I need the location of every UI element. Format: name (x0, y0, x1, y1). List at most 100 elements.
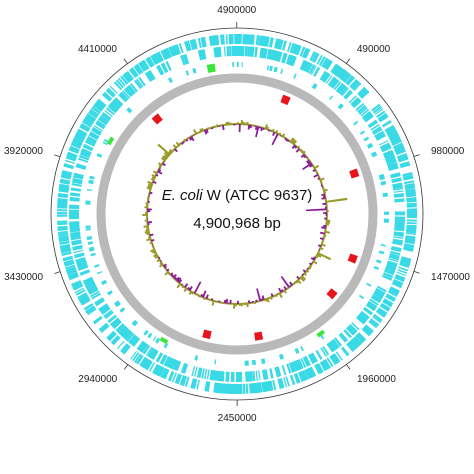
skew-bar (325, 198, 327, 201)
gene-stripe (107, 87, 116, 96)
gene-stripe (277, 378, 282, 389)
gene-stripe (389, 286, 400, 295)
gene-stripe (142, 59, 150, 70)
gene-stripe (252, 371, 256, 382)
skew-bar (147, 223, 150, 226)
gene-stripe (404, 240, 415, 245)
skew-bar (280, 289, 284, 292)
gene-stripe (380, 302, 391, 312)
skew-bar (253, 125, 256, 127)
skew-bar (283, 136, 286, 139)
gene-stripe (232, 62, 235, 68)
gene-stripe (358, 106, 368, 115)
gene-stripe (60, 245, 71, 251)
gene-stripe (311, 52, 320, 63)
gene-stripe (130, 350, 138, 360)
gene-stripe (114, 300, 120, 306)
gene-stripe (229, 46, 232, 57)
tick-label: 3430000 (4, 272, 43, 283)
gene-stripe (335, 351, 343, 361)
skew-bar (188, 137, 193, 141)
gene-stripe (323, 59, 332, 70)
gene-stripe (388, 288, 399, 296)
skew-bar (146, 186, 151, 190)
gene-stripe (120, 328, 131, 339)
gene-stripe (145, 57, 154, 68)
gene-stripe (286, 363, 292, 374)
skew-bar (285, 139, 289, 142)
gene-stripe (361, 326, 373, 337)
skew-bar (149, 189, 151, 192)
gene-stripe (268, 37, 274, 48)
gene-stripe (242, 383, 246, 394)
skew-bar (218, 125, 221, 127)
skew-bar (313, 164, 320, 169)
gene-stripe (57, 220, 68, 223)
skew-bar (159, 167, 161, 170)
gene-stripe (117, 77, 126, 87)
gene-stripe (244, 46, 248, 57)
gene-stripe (379, 115, 389, 123)
skew-bar (181, 283, 184, 286)
gene-stripe (394, 214, 406, 216)
gene-stripe (204, 381, 208, 392)
gray-ring (96, 73, 378, 355)
gene-stripe (162, 368, 170, 380)
genome-length: 4,900,968 bp (193, 215, 281, 232)
skew-bar (158, 164, 162, 168)
gene-stripe (68, 273, 79, 281)
gene-stripe (378, 250, 385, 255)
skew-bar (190, 136, 195, 142)
gene-stripe (155, 51, 164, 63)
skew-bar (147, 210, 151, 213)
skew-bar (307, 161, 311, 165)
skew-bar (295, 280, 299, 284)
gene-stripe (269, 65, 273, 72)
gene-stripe (89, 108, 100, 117)
skew-bar (244, 303, 247, 306)
gene-stripe (385, 265, 396, 272)
skew-bar (324, 206, 327, 209)
gene-stripe (204, 368, 208, 380)
skew-bar (152, 245, 154, 248)
gene-stripe (263, 36, 270, 47)
skew-bar (163, 263, 167, 267)
gene-stripe (196, 367, 203, 378)
skew-bar (325, 214, 327, 216)
gene-stripe (343, 73, 352, 83)
gene-stripe (167, 77, 173, 84)
gene-stripe (406, 214, 417, 219)
green-feature (316, 329, 326, 338)
gene-stripe (71, 280, 83, 289)
gene-stripe (388, 164, 399, 171)
gene-stripe (394, 195, 405, 198)
skew-bar (227, 302, 230, 304)
gene-stripe (274, 38, 280, 49)
gene-stripe (69, 209, 80, 212)
gene-stripe (266, 48, 272, 60)
gene-stripe (160, 49, 169, 61)
gene-stripe (62, 255, 74, 262)
skew-bar (183, 287, 188, 293)
skew-bar (294, 145, 298, 149)
skew-bar (152, 170, 158, 174)
gene-stripe (174, 373, 180, 384)
gene-stripe (245, 360, 249, 366)
gene-stripe (313, 66, 321, 77)
gene-stripe (382, 274, 393, 281)
gene-stripe (396, 271, 407, 277)
gene-stripe (142, 358, 151, 369)
skew-bar (247, 300, 251, 304)
gene-stripe (231, 34, 234, 45)
gene-stripe (403, 180, 415, 185)
skew-bar (321, 241, 323, 244)
skew-bar (321, 226, 327, 230)
skew-bar (153, 254, 158, 258)
skew-bar (302, 162, 312, 171)
skew-bar (175, 276, 180, 281)
skew-bar (324, 234, 327, 237)
tick-label: 4410000 (78, 44, 117, 55)
gene-stripe (310, 65, 317, 75)
skew-bar (153, 247, 155, 249)
gene-stripe (144, 71, 153, 82)
